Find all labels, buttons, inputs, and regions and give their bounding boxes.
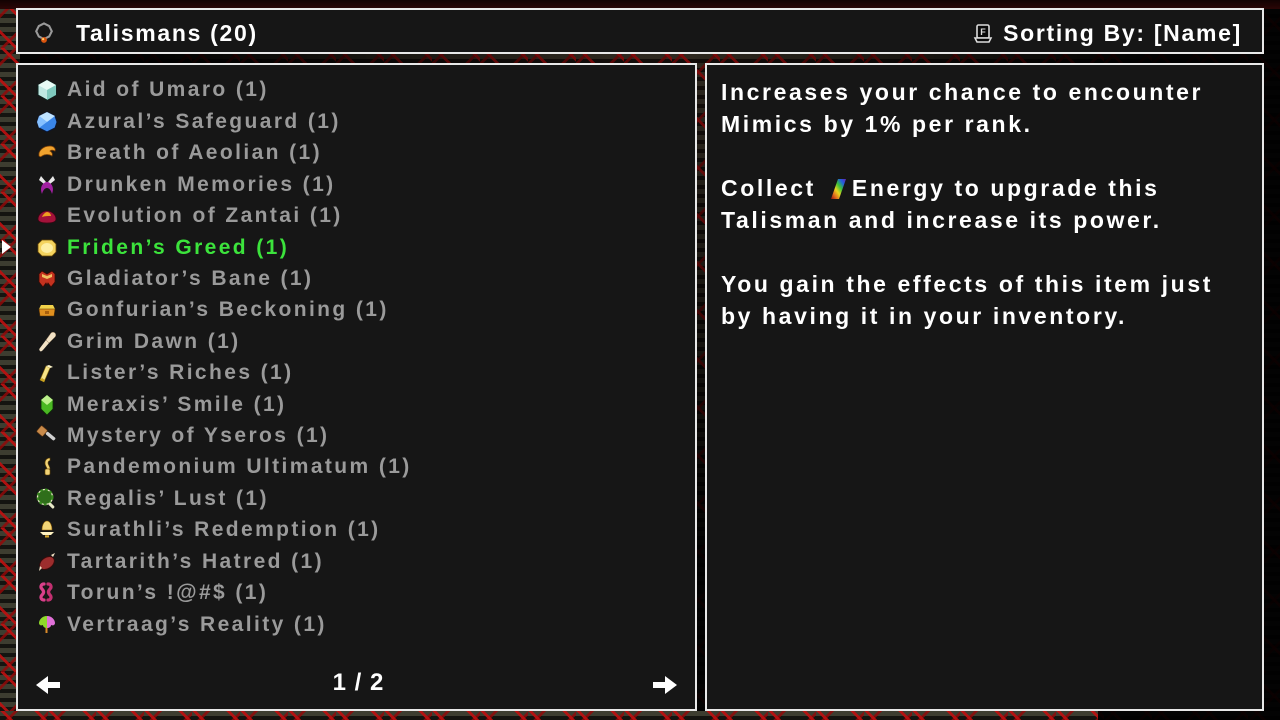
svg-text:F: F — [980, 27, 986, 37]
